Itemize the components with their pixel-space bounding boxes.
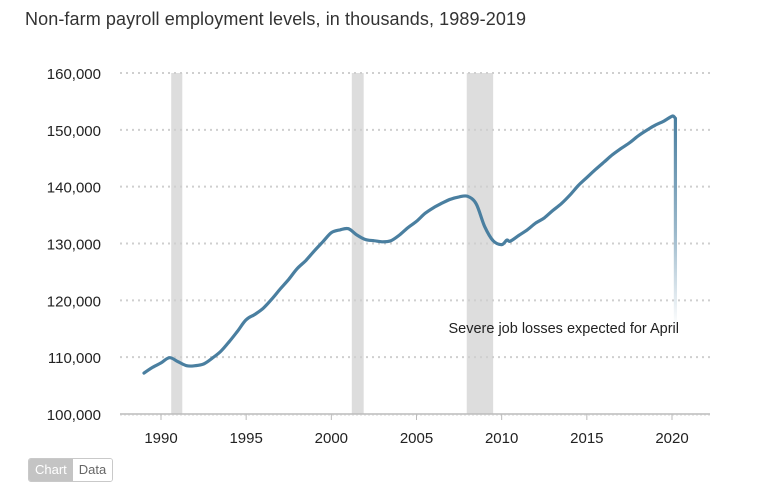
- y-tick-label: 130,000: [47, 237, 101, 254]
- x-tick-label: 1995: [229, 430, 262, 447]
- series-line: [142, 114, 677, 375]
- y-tick-label: 160,000: [47, 66, 101, 83]
- x-tick-label: 2005: [400, 430, 433, 447]
- y-tick-label: 110,000: [48, 350, 101, 367]
- x-axis-labels: 1990 1995 2000 2005 2010 2015 2020: [144, 430, 688, 447]
- y-tick-label: 120,000: [47, 293, 101, 310]
- y-tick-label: 100,000: [47, 407, 101, 424]
- recession-bands: [171, 73, 494, 414]
- gridlines: [120, 72, 710, 359]
- y-axis-labels: 100,000 110,000 120,000 130,000 140,000 150,0…: [47, 66, 101, 424]
- recession-band: [171, 73, 183, 414]
- chart-title: Non-farm payroll employment levels, in t…: [25, 9, 527, 29]
- data-tab-button[interactable]: Data: [72, 459, 113, 481]
- x-axis: [120, 413, 710, 420]
- x-tick-label: 2015: [570, 430, 603, 447]
- chart-data-toggle[interactable]: Chart Data: [28, 458, 114, 482]
- x-tick-label: 2010: [485, 430, 518, 447]
- annotation-label: Severe job losses expected for April: [448, 321, 679, 337]
- recession-band: [466, 73, 494, 414]
- series: [142, 114, 678, 375]
- x-tick-label: 1990: [144, 430, 177, 447]
- y-tick-label: 140,000: [47, 180, 101, 197]
- x-tick-label: 2000: [315, 430, 348, 447]
- line-chart: 100,000 110,000 120,000 130,000 140,000 150,0…: [47, 66, 710, 447]
- annotations: Severe job losses expected for April: [448, 321, 679, 337]
- y-tick-label: 150,000: [47, 123, 101, 140]
- chart-tab-button[interactable]: Chart: [29, 459, 73, 481]
- x-tick-label: 2020: [655, 430, 688, 447]
- recession-band: [351, 73, 364, 414]
- april-drop-line: [673, 117, 678, 326]
